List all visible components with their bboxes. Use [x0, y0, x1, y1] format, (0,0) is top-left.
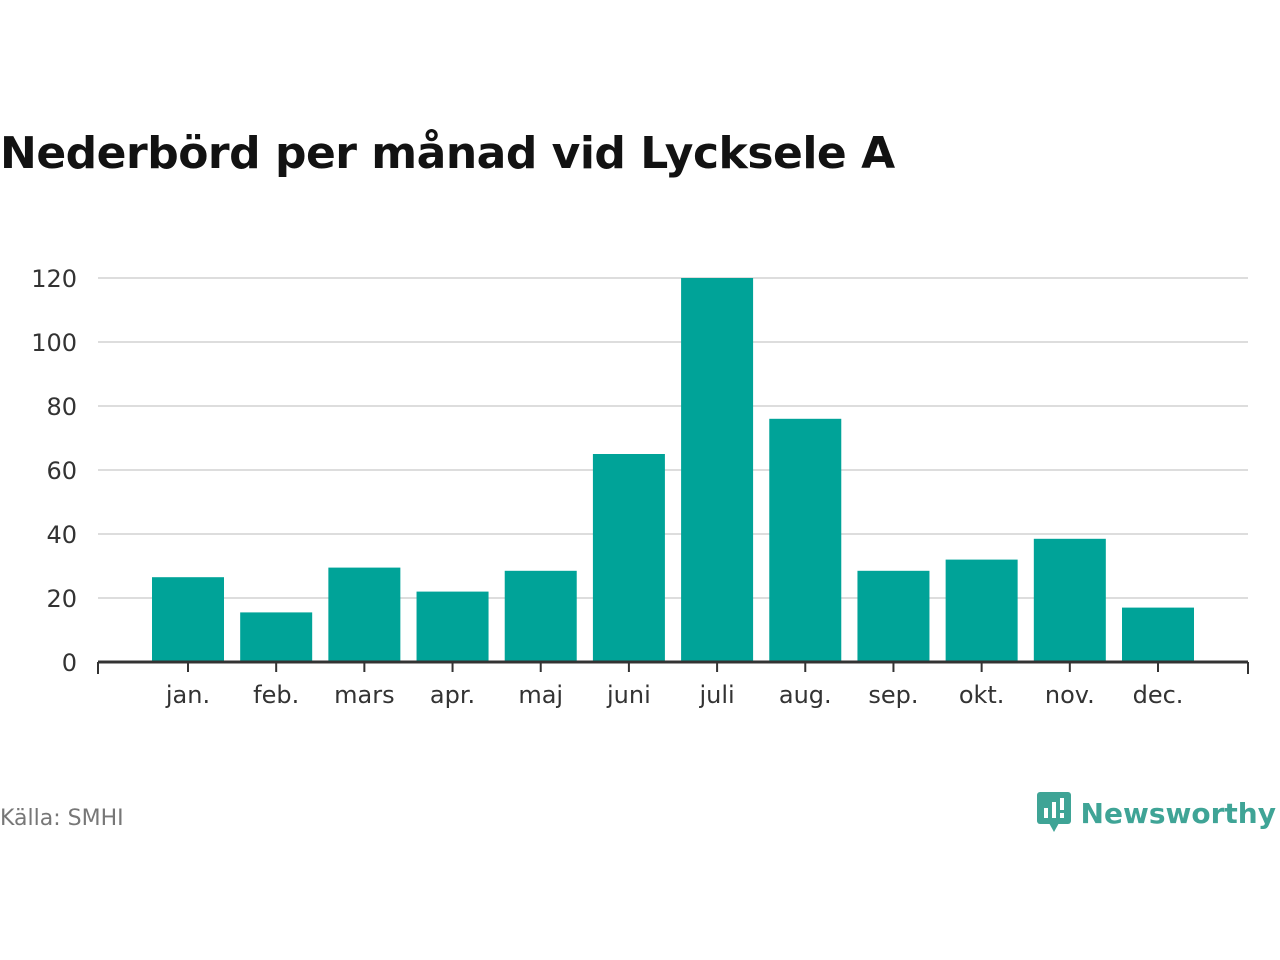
- x-axis: [97, 660, 1249, 674]
- y-tick-label: 0: [62, 649, 77, 677]
- y-tick-label: 20: [46, 585, 77, 613]
- x-tick-label: nov.: [1045, 681, 1095, 709]
- grid-lines: [98, 277, 1248, 599]
- x-tick-label: aug.: [779, 681, 832, 709]
- bar: [152, 577, 224, 662]
- newsworthy-logo[interactable]: Newsworthy: [1036, 792, 1276, 834]
- bar: [857, 570, 930, 662]
- bar: [328, 567, 401, 662]
- y-tick-label: 80: [46, 393, 77, 421]
- bar: [681, 278, 754, 662]
- y-tick-labels: 0 20 40 60 80 100 120: [31, 265, 77, 677]
- source-label: Källa: SMHI: [0, 806, 124, 831]
- x-tick-label: maj: [518, 681, 563, 709]
- bar: [240, 612, 313, 662]
- y-tick-label: 120: [31, 265, 77, 293]
- bar: [592, 454, 665, 662]
- bars: [152, 278, 1194, 662]
- newsworthy-logo-icon: [1036, 792, 1071, 832]
- x-tick-label: feb.: [253, 681, 299, 709]
- x-tick-label: okt.: [959, 681, 1005, 709]
- bar: [416, 591, 489, 662]
- brand-name: Newsworthy: [1080, 796, 1276, 830]
- chart-title: Nederbörd per månad vid Lycksele A: [0, 128, 895, 179]
- y-tick-label: 100: [31, 329, 77, 357]
- y-tick-label: 40: [46, 521, 77, 549]
- bar: [769, 418, 842, 662]
- x-tick-label: juni: [606, 681, 651, 709]
- bar: [1033, 538, 1106, 662]
- x-tick-label: juli: [698, 681, 734, 709]
- x-tick-label: dec.: [1133, 681, 1184, 709]
- x-tick-label: mars: [334, 681, 394, 709]
- x-tick-label: jan.: [165, 681, 210, 709]
- x-tick-labels: jan. feb. mars apr. maj juni juli aug. sep. okt. n…: [165, 681, 1184, 709]
- x-tick-label: apr.: [430, 681, 475, 709]
- x-tick-label: sep.: [868, 681, 918, 709]
- bar: [504, 570, 577, 662]
- bar: [945, 559, 1018, 662]
- bar: [1122, 607, 1194, 662]
- y-tick-label: 60: [46, 457, 77, 485]
